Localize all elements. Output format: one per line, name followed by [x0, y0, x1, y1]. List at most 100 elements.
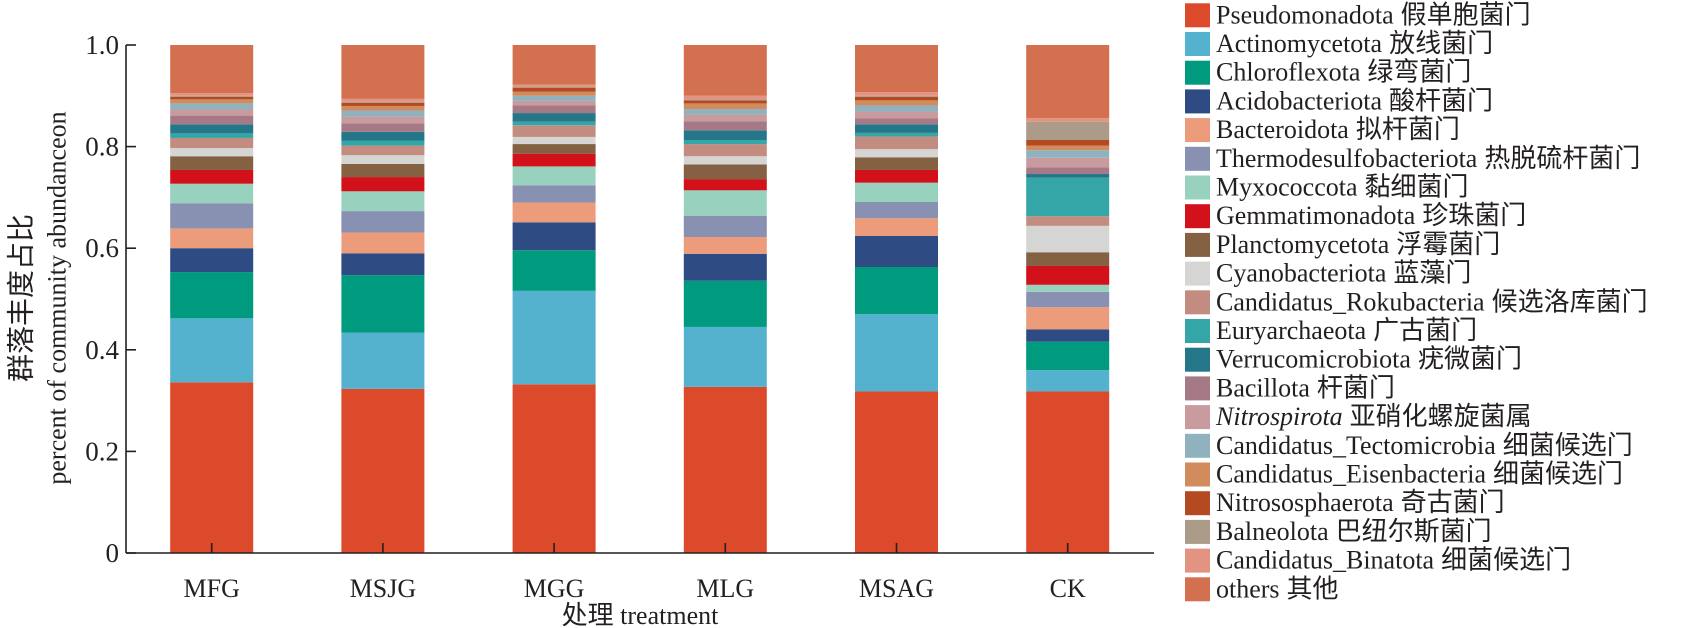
bar-segment-myxococcota-mgg	[512, 166, 596, 186]
legend-label: Candidatus_Rokubacteria 候选洛库菌门	[1216, 287, 1648, 316]
bar-segment-thermodesulfobacteriota-mfg	[170, 203, 254, 229]
y-axis-title-en: percent of community abundanceon	[43, 111, 72, 484]
legend-item-bacillota: Bacillota 杆菌门	[1185, 373, 1395, 402]
bar-segment-euryarchaeota-mfg	[170, 133, 254, 138]
legend-item-cyanobacteriota: Cyanobacteriota 蓝藻门	[1185, 259, 1471, 288]
legend-swatch	[1185, 577, 1210, 602]
bar-segment-candidatus-tectomicrobia-ck	[1026, 150, 1110, 158]
legend-label: Gemmatimonadota 珍珠菌门	[1216, 201, 1526, 230]
bar-segment-balneolota-ck	[1026, 121, 1110, 140]
legend-item-nitrososphaerota: Nitrososphaerota 奇古菌门	[1185, 488, 1505, 517]
bar-segment-cyanobacteriota-mlg	[683, 156, 767, 165]
legend-label: Pseudomonadota 假单胞菌门	[1216, 0, 1531, 29]
legend-label-chinese: 细菌候选门	[1493, 460, 1623, 489]
bar-segment-pseudomonadota-mgg	[512, 384, 596, 553]
bar-segment-candidatus-rokubacteria-mlg	[683, 144, 767, 157]
legend-label-latin: Pseudomonadota	[1216, 0, 1394, 29]
legend-label-latin: Bacillota	[1216, 373, 1310, 402]
bar-segment-others-mgg	[512, 45, 596, 85]
y-axis-title-cn: 群落丰度占比	[6, 214, 38, 382]
legend-label-chinese: 黏细菌门	[1365, 173, 1469, 202]
legend-label-latin: Planctomycetota	[1216, 230, 1390, 259]
legend-label: Candidatus_Eisenbacteria 细菌候选门	[1216, 460, 1623, 489]
x-tick-label-msag: MSAG	[859, 574, 934, 603]
bar-segment-myxococcota-mfg	[170, 183, 254, 204]
legend-label: Nitrososphaerota 奇古菌门	[1216, 488, 1505, 517]
bar-segment-nitrospirota-msjg	[341, 116, 425, 124]
bar-segment-candidatus-rokubacteria-msjg	[341, 145, 425, 156]
bar-segment-actinomycetota-mlg	[683, 326, 767, 387]
legend-item-verrucomicrobiota: Verrucomicrobiota 疣微菌门	[1185, 345, 1522, 374]
legend-item-balneolota: Balneolota 巴纽尔斯菌门	[1185, 517, 1492, 546]
bar-segment-candidatus-eisenbacteria-msag	[855, 100, 938, 106]
bar-segment-actinomycetota-ck	[1026, 370, 1110, 392]
bar-segment-candidatus-tectomicrobia-mfg	[170, 103, 254, 110]
bar-segment-cyanobacteriota-ck	[1026, 225, 1110, 253]
legend-swatch	[1185, 491, 1210, 516]
legend-label-latin: Nitrospirota	[1215, 402, 1343, 431]
bar-segment-nitrososphaerota-mgg	[512, 87, 596, 92]
bar-segment-others-mfg	[170, 45, 254, 94]
legend-label-latin: Thermodesulfobacteriota	[1216, 144, 1478, 173]
bar-segment-bacillota-mfg	[170, 115, 254, 125]
legend-item-nitrospirota: Nitrospirota 亚硝化螺旋菌属	[1185, 402, 1532, 431]
bar-segment-actinomycetota-mgg	[512, 290, 596, 385]
legend-label-latin: Chloroflexota	[1216, 58, 1361, 87]
legend-swatch	[1185, 347, 1210, 372]
legend-label-chinese: 巴纽尔斯菌门	[1336, 517, 1492, 546]
bar-segment-gemmatimonadota-ck	[1026, 265, 1110, 285]
bar-segment-acidobacteriota-msag	[855, 236, 938, 267]
bar-segment-balneolota-msag	[855, 95, 938, 97]
legend-label-chinese: 蓝藻门	[1393, 259, 1471, 288]
legend-label-latin: Acidobacteriota	[1216, 86, 1382, 115]
bar-segment-candidatus-tectomicrobia-mlg	[683, 109, 767, 115]
bar-segment-actinomycetota-mfg	[170, 318, 254, 383]
bar-segment-candidatus-binatota-mgg	[512, 84, 596, 87]
legend-label-latin: Balneolota	[1216, 517, 1329, 546]
bar-segment-bacteroidota-mlg	[683, 237, 767, 254]
bar-segment-verrucomicrobiota-mgg	[512, 113, 596, 122]
bar-segment-cyanobacteriota-mfg	[170, 148, 254, 157]
bar-segment-chloroflexota-msjg	[341, 275, 425, 333]
bar-segment-planctomycetota-mgg	[512, 144, 596, 154]
bar-segment-actinomycetota-msag	[855, 314, 938, 392]
legend-label-latin: Gemmatimonadota	[1216, 201, 1416, 230]
bar-segment-chloroflexota-mfg	[170, 272, 254, 319]
legend-label-chinese: 杆菌门	[1317, 373, 1395, 402]
bar-segment-acidobacteriota-mfg	[170, 248, 254, 273]
bar-stack-msag	[855, 45, 938, 553]
bar-stack-mfg	[170, 45, 254, 553]
y-tick-label: 0.8	[85, 132, 119, 162]
bar-segment-myxococcota-mlg	[683, 190, 767, 216]
bar-segment-acidobacteriota-ck	[1026, 329, 1110, 342]
bar-segment-planctomycetota-msag	[855, 157, 938, 170]
bar-segment-bacteroidota-msjg	[341, 232, 425, 254]
bar-segment-nitrososphaerota-mfg	[170, 96, 254, 100]
legend-label: Candidatus_Tectomicrobia 细菌候选门	[1216, 431, 1633, 460]
bar-segment-planctomycetota-msjg	[341, 163, 425, 178]
legend-label: Cyanobacteriota 蓝藻门	[1216, 259, 1471, 288]
legend-swatch	[1185, 175, 1210, 200]
legend-label-chinese: 拟杆菌门	[1356, 115, 1460, 144]
legend-label-chinese: 绿弯菌门	[1367, 58, 1471, 87]
bar-segment-planctomycetota-mlg	[683, 164, 767, 180]
legend-item-myxococcota: Myxococcota 黏细菌门	[1185, 173, 1469, 202]
legend-swatch	[1185, 405, 1210, 430]
bar-segment-acidobacteriota-mgg	[512, 222, 596, 251]
legend-label-latin: Cyanobacteriota	[1216, 259, 1387, 288]
bar-segment-candidatus-binatota-msjg	[341, 98, 425, 102]
legend-label: Bacteroidota 拟杆菌门	[1216, 115, 1460, 144]
legend-label-chinese: 候选洛库菌门	[1492, 287, 1648, 316]
legend-item-bacteroidota: Bacteroidota 拟杆菌门	[1185, 115, 1460, 144]
legend-label: Thermodesulfobacteriota 热脱硫杆菌门	[1216, 144, 1640, 173]
legend-label-latin: Candidatus_Tectomicrobia	[1216, 431, 1496, 460]
bar-segment-nitrospirota-msag	[855, 111, 938, 119]
bar-segment-nitrospirota-mlg	[683, 114, 767, 122]
bar-segment-bacteroidota-ck	[1026, 307, 1110, 330]
legend-label-chinese: 其他	[1287, 574, 1339, 603]
y-tick-label: 1.0	[85, 30, 119, 60]
y-tick-label: 0.4	[85, 335, 119, 365]
bar-segment-bacillota-msjg	[341, 123, 425, 132]
bar-segment-gemmatimonadota-mgg	[512, 153, 596, 167]
